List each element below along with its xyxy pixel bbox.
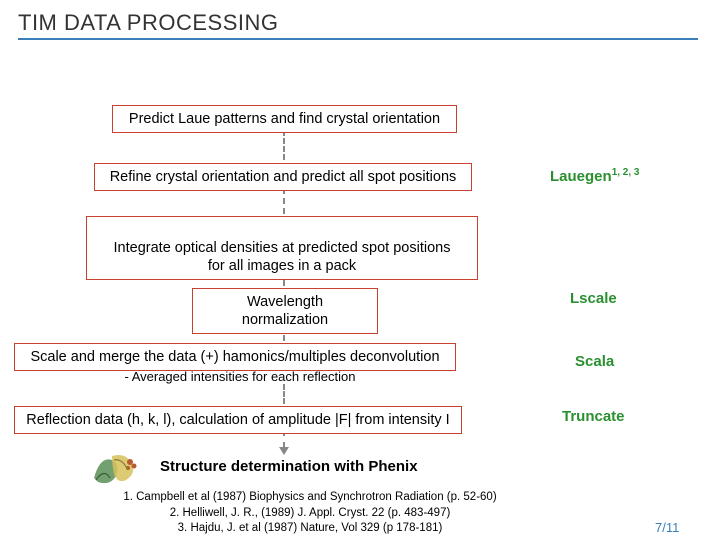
- step-predict: Predict Laue patterns and find crystal o…: [112, 105, 457, 133]
- step-scale-subtext: - Averaged intensities for each reflecti…: [120, 369, 360, 384]
- ref-line: 2. Helliwell, J. R., (1989) J. Appl. Cry…: [100, 506, 520, 522]
- title-bar: TIM DATA PROCESSING: [0, 0, 720, 40]
- flow-arrow: [283, 384, 285, 404]
- ref-line: 1. Campbell et al (1987) Biophysics and …: [100, 490, 520, 506]
- step-integrate: Integrate optical densities at predicted…: [86, 216, 478, 280]
- final-step: Structure determination with Phenix: [160, 458, 418, 475]
- step-text: Scale and merge the data (+) hamonics/mu…: [30, 349, 439, 365]
- step-text: Predict Laue patterns and find crystal o…: [129, 111, 440, 127]
- page-title: TIM DATA PROCESSING: [18, 10, 698, 40]
- arrow-head-icon: [279, 447, 289, 455]
- flow-arrow: [283, 188, 285, 214]
- step-text: Refine crystal orientation and predict a…: [110, 169, 457, 185]
- step-refine: Refine crystal orientation and predict a…: [94, 163, 472, 191]
- references: 1. Campbell et al (1987) Biophysics and …: [100, 490, 520, 537]
- software-lscale: Lscale: [570, 290, 617, 307]
- step-reflection: Reflection data (h, k, l), calculation o…: [14, 406, 462, 434]
- flowchart: Predict Laue patterns and find crystal o…: [0, 40, 720, 510]
- software-lauegen: Lauegen1, 2, 3: [550, 167, 640, 185]
- step-text: Integrate optical densities at predicted…: [114, 240, 451, 274]
- protein-structure-icon: [90, 448, 146, 490]
- step-wavelength: Wavelength normalization: [192, 288, 378, 334]
- step-text: Wavelength normalization: [242, 294, 328, 328]
- page-number: 7/11: [655, 520, 679, 535]
- flow-arrow: [283, 130, 285, 160]
- software-scala: Scala: [575, 353, 614, 370]
- software-truncate: Truncate: [562, 408, 625, 425]
- step-text: Reflection data (h, k, l), calculation o…: [26, 412, 449, 428]
- ref-line: 3. Hajdu, J. et al (1987) Nature, Vol 32…: [100, 521, 520, 537]
- step-scale-merge: Scale and merge the data (+) hamonics/mu…: [14, 343, 456, 371]
